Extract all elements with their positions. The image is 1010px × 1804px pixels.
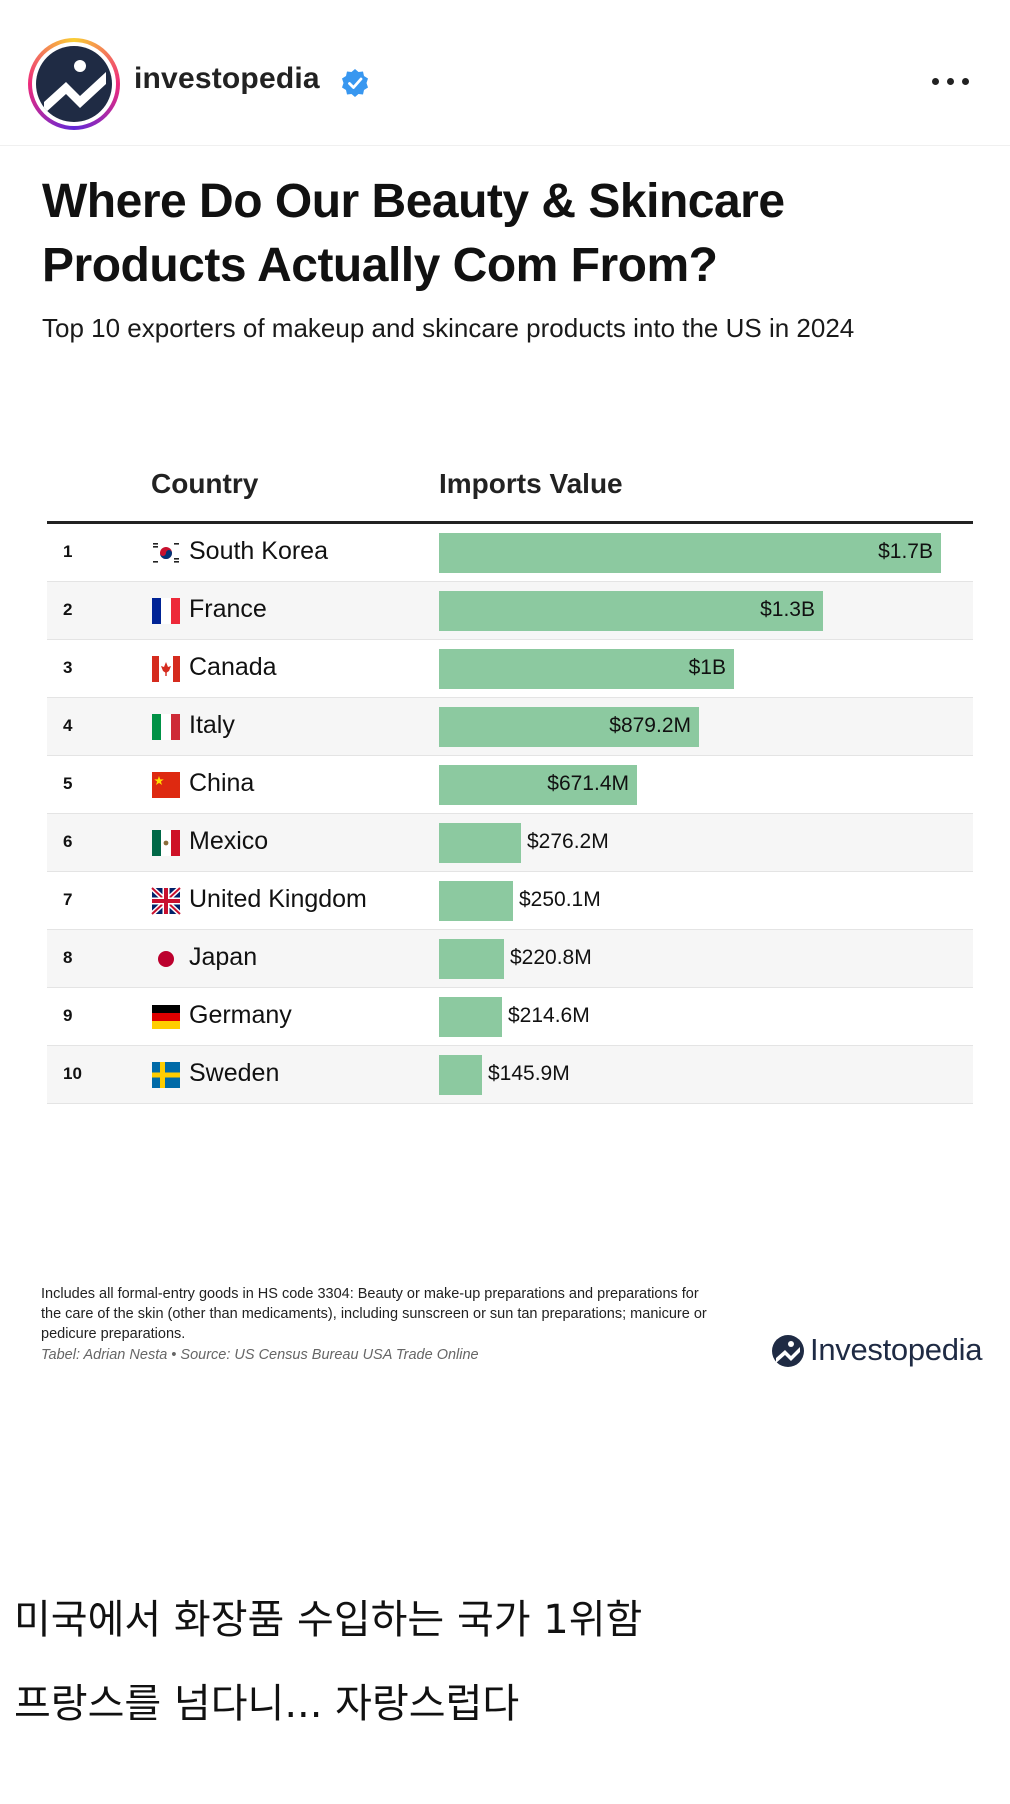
rank-label: 6: [63, 832, 73, 851]
rank-label: 7: [63, 890, 73, 909]
rank-label: 8: [63, 948, 73, 967]
country-label: South Korea: [189, 537, 328, 565]
rank-label: 3: [63, 658, 73, 677]
value-label: $145.9M: [488, 1062, 570, 1085]
post-header: investopedia: [0, 0, 1010, 146]
title-line-2: Products Actually Com From?: [42, 239, 718, 292]
value-label: $1B: [688, 656, 726, 679]
table-header-rule: [47, 521, 973, 524]
country-label: Sweden: [189, 1059, 280, 1087]
canada-flag-icon: [151, 655, 181, 683]
country-label: China: [189, 769, 255, 797]
infographic-subtitle: Top 10 exporters of makeup and skincare …: [42, 313, 855, 343]
country-label: United Kingdom: [189, 885, 367, 913]
post-caption: 미국에서 화장품 수입하는 국가 1위함 프랑스를 넘다니... 자랑스럽다: [14, 1578, 994, 1746]
verified-badge-icon: [342, 69, 368, 97]
value-label: $1.3B: [760, 598, 815, 621]
value-label: $671.4M: [547, 772, 629, 795]
country-label: Japan: [189, 943, 258, 971]
mexico-flag-icon: [151, 829, 181, 857]
country-label: Germany: [189, 1001, 292, 1029]
infographic-title: Where Do Our Beauty & Skincare Products …: [42, 170, 942, 298]
rank-label: 10: [63, 1064, 82, 1083]
table-row: 5 China $671.4M: [47, 756, 973, 814]
country-label: Canada: [189, 653, 277, 681]
rank-label: 5: [63, 774, 73, 793]
rank-label: 9: [63, 1006, 73, 1025]
germany-flag-icon: [151, 1003, 181, 1031]
table-row: 3 Canada $1B: [47, 640, 973, 698]
table-row: 6 Mexico $276.2M: [47, 814, 973, 872]
imports-bar: [439, 881, 513, 921]
china-flag-icon: [151, 771, 181, 799]
table-row: 4 Italy $879.2M: [47, 698, 973, 756]
table-row: 1 South Korea $1.7B: [47, 524, 973, 582]
table-row: 8 Japan $220.8M: [47, 930, 973, 988]
rank-label: 2: [63, 600, 73, 619]
country-label: France: [189, 595, 267, 623]
italy-flag-icon: [151, 713, 181, 741]
dot: [932, 78, 939, 85]
imports-bar: [439, 939, 504, 979]
column-header-country: Country: [151, 468, 259, 499]
country-label: Mexico: [189, 827, 269, 855]
value-label: $879.2M: [609, 714, 691, 737]
avatar[interactable]: [28, 38, 120, 130]
imports-bar: [439, 591, 823, 631]
france-flag-icon: [151, 597, 181, 625]
source-credit: Tabel: Adrian Nesta • Source: US Census …: [41, 1347, 479, 1363]
country-label: Italy: [189, 711, 235, 739]
dot: [947, 78, 954, 85]
imports-bar: [439, 533, 941, 573]
value-label: $214.6M: [508, 1004, 590, 1027]
column-header-imports-value: Imports Value: [439, 468, 623, 499]
imports-table: 1 South Korea $1.7B 2 France $1.3B 3 Canada $1B 4…: [47, 524, 973, 1104]
imports-bar: [439, 707, 699, 747]
caption-line-2: 프랑스를 넘다니... 자랑스럽다: [14, 1681, 520, 1727]
value-label: $220.8M: [510, 946, 592, 969]
rank-label: 1: [63, 542, 73, 561]
investopedia-mark-icon: [772, 1335, 804, 1367]
value-label: $250.1M: [519, 888, 601, 911]
imports-bar: [439, 1055, 482, 1095]
footnote: Includes all formal-entry goods in HS co…: [41, 1286, 707, 1342]
south-korea-flag-icon: [151, 539, 181, 567]
value-label: $1.7B: [878, 540, 933, 563]
uk-flag-icon: [150, 886, 182, 916]
imports-bar: [439, 649, 734, 689]
imports-bar: [439, 765, 637, 805]
dot: [962, 78, 969, 85]
username[interactable]: investopedia: [134, 62, 320, 95]
more-options-icon[interactable]: [928, 66, 974, 96]
caption-line-1: 미국에서 화장품 수입하는 국가 1위함: [14, 1597, 643, 1643]
brand-wordmark: Investopedia: [810, 1332, 983, 1367]
infographic-image: Where Do Our Beauty & Skincare Products …: [0, 146, 1010, 1446]
investopedia-logo-icon: [36, 46, 112, 122]
japan-flag-icon: [151, 945, 181, 973]
table-row: 9 Germany $214.6M: [47, 988, 973, 1046]
table-row: 10 Sweden $145.9M: [47, 1046, 973, 1104]
value-label: $276.2M: [527, 830, 609, 853]
avatar-ring: [32, 42, 116, 126]
table-row: 2 France $1.3B: [47, 582, 973, 640]
sweden-flag-icon: [151, 1061, 181, 1089]
table-row: 7 United Kingdom $250.1M: [47, 872, 973, 930]
imports-bar: [439, 823, 521, 863]
title-line-1: Where Do Our Beauty & Skincare: [42, 175, 785, 228]
imports-bar: [439, 997, 502, 1037]
rank-label: 4: [63, 716, 73, 735]
